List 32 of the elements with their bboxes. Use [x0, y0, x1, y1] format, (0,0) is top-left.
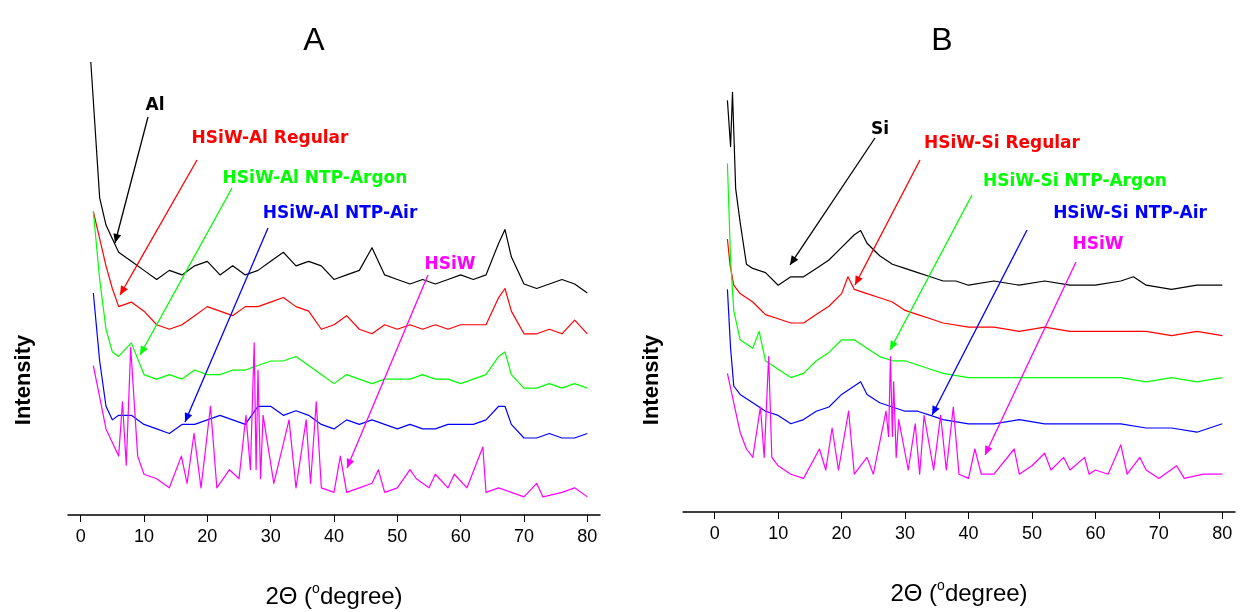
text: HSiW-Al NTP-Air	[262, 202, 418, 222]
x-tick-label: 50	[1021, 523, 1042, 543]
x-tick-label: 80	[1212, 523, 1233, 543]
x-tick-label: 10	[133, 526, 155, 546]
text: HSiW-Al Regular	[191, 127, 350, 147]
text: HSiW-Si NTP-Air	[1053, 202, 1208, 222]
x-tick-label: 0	[709, 523, 720, 543]
x-tick-label: 20	[197, 526, 218, 546]
chart-title: B	[931, 21, 953, 57]
x-tick-label: 0	[75, 526, 86, 546]
x-tick-label: 20	[831, 523, 852, 543]
text: Si	[870, 118, 890, 138]
x-tick-label: 60	[450, 526, 471, 546]
x-tick-label: 70	[1148, 523, 1169, 543]
x-tick-label: 30	[895, 523, 916, 543]
text: HSiW	[424, 253, 476, 273]
text: HSiW-Si NTP-Argon	[983, 170, 1167, 190]
x-tick-label: 50	[387, 526, 408, 546]
y-axis-title: Intensity	[637, 334, 663, 426]
x-tick-label: 60	[1085, 523, 1106, 543]
text: HSiW	[1072, 233, 1124, 253]
x-tick-label: 70	[513, 526, 535, 546]
x-tick-label: 40	[958, 523, 979, 543]
x-tick-label: 80	[577, 526, 598, 546]
x-tick-label: 40	[323, 526, 345, 546]
x-tick-label: 10	[768, 523, 789, 543]
text: HSiW-Si Regular	[924, 132, 1081, 152]
text: HSiW-Al NTP-Argon	[222, 167, 408, 187]
x-tick-label: 30	[260, 526, 281, 546]
y-axis-title: Intensity	[9, 334, 35, 426]
chart-title: A	[303, 21, 326, 57]
text: Al	[145, 94, 165, 114]
